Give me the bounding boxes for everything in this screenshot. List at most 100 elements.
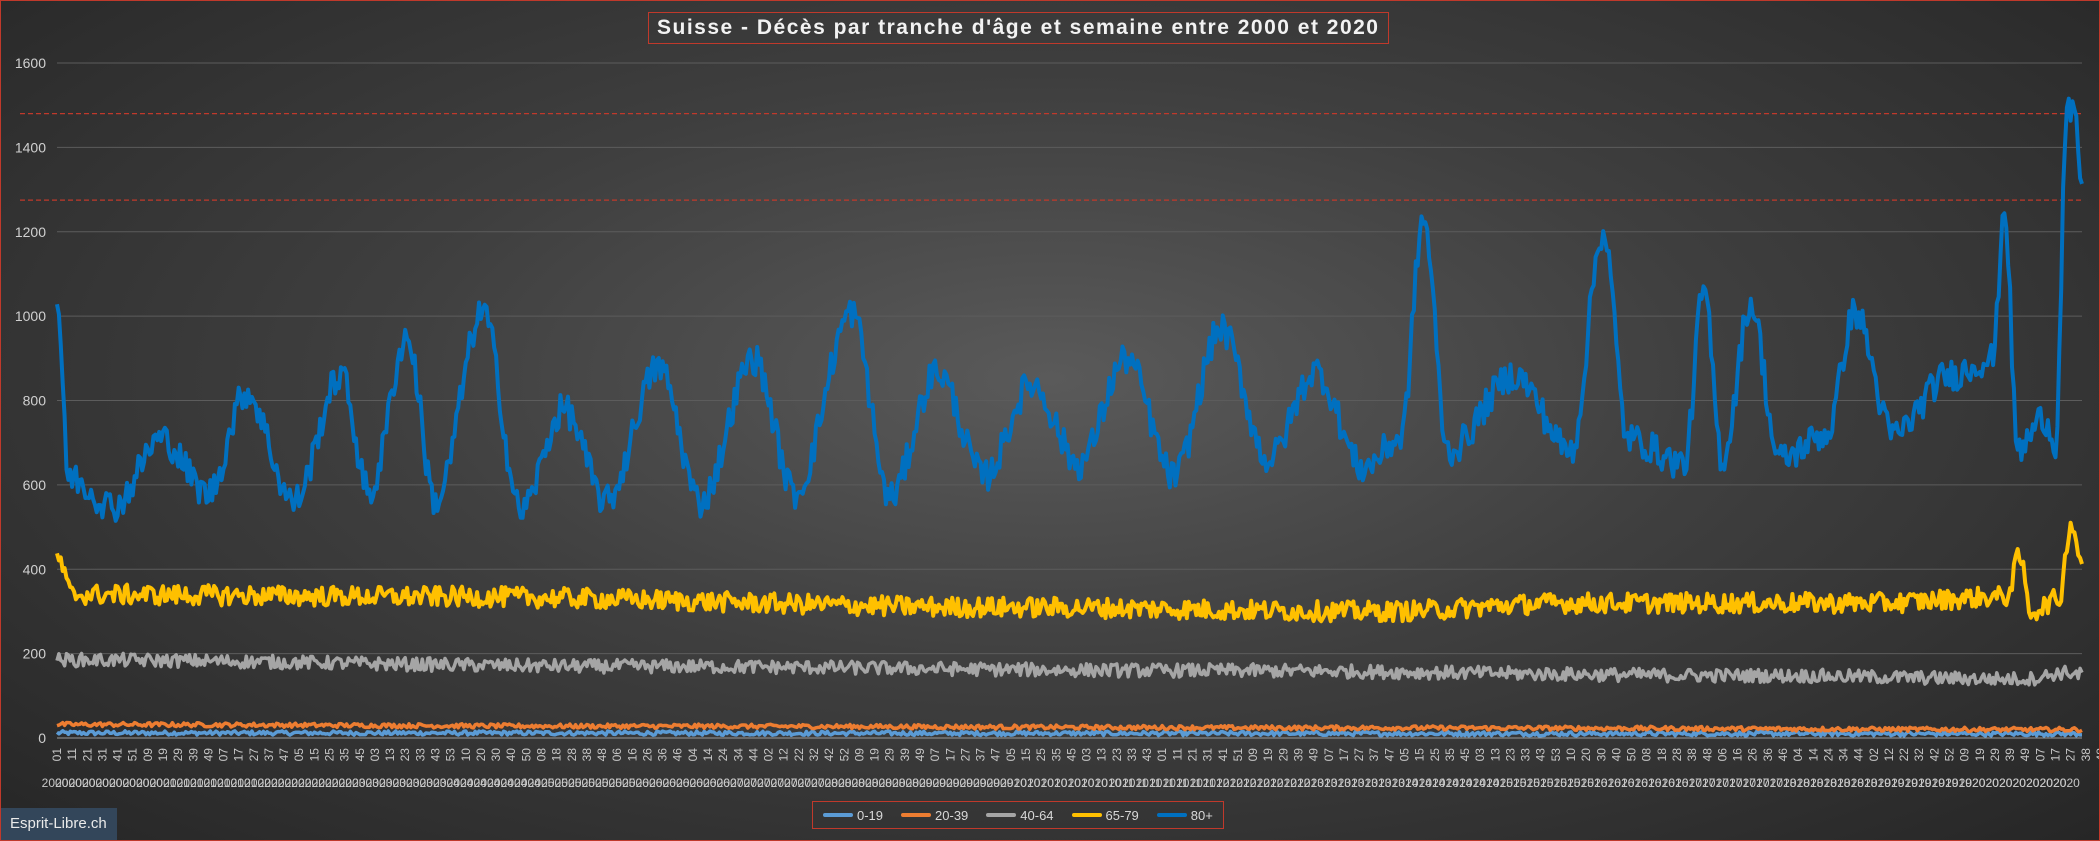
x-tick-label: 06 (1715, 748, 1729, 762)
x-tick-label: 27 (2064, 748, 2078, 762)
x-year-label: 2011 (1136, 776, 1162, 790)
legend-swatch (1071, 813, 1102, 817)
x-year-label: 2020 (1972, 776, 1999, 790)
x-tick-label: 49 (2018, 748, 2032, 762)
x-year-label: 2014 (1459, 776, 1486, 790)
x-tick-label: 47 (1382, 748, 1396, 762)
x-year-label: 2010 (1095, 776, 1122, 790)
series-line-0-19 (55, 729, 2082, 738)
x-tick-label: 22 (1897, 748, 1911, 762)
x-year-label: 2000 (136, 776, 163, 790)
legend-swatch (986, 813, 1017, 817)
x-year-label: 2005 (609, 776, 636, 790)
x-year-label: 2018 (1783, 776, 1810, 790)
x-year-label: 2004 (433, 776, 460, 790)
x-tick-label: 17 (232, 748, 246, 762)
x-tick-label: 08 (534, 748, 548, 762)
x-tick-label: 15 (307, 748, 321, 762)
x-tick-label: 11 (65, 748, 79, 761)
x-year-label: 2017 (1716, 776, 1743, 790)
x-year-label: 2012 (1203, 776, 1230, 790)
series-line-80+ (55, 96, 2084, 523)
x-tick-label: 19 (156, 748, 170, 762)
x-year-label: 2018 (1824, 776, 1851, 790)
x-year-label: 2013 (1297, 776, 1324, 790)
x-tick-label: 12 (1882, 748, 1896, 762)
x-year-label: 2002 (244, 776, 271, 790)
x-tick-label: 15 (1413, 748, 1427, 762)
x-year-label: 2007 (784, 776, 811, 790)
x-year-label: 2014 (1405, 776, 1432, 790)
x-year-label: 2003 (339, 776, 366, 790)
x-year-label: 2007 (798, 776, 825, 790)
x-tick-label: 11 (1170, 748, 1184, 761)
x-year-label: 2001 (231, 776, 258, 790)
x-year-label: 2011 (1122, 776, 1148, 790)
y-tick-label: 200 (23, 646, 47, 662)
x-year-label: 2002 (271, 776, 298, 790)
x-tick-label: 51 (126, 748, 140, 762)
x-year-label: 2001 (163, 776, 190, 790)
x-tick-label: 51 (1231, 748, 1245, 762)
x-tick-label: 13 (1095, 748, 1109, 762)
x-year-label: 2016 (1648, 776, 1675, 790)
x-tick-label: 19 (868, 748, 882, 762)
x-year-label: 2000 (55, 776, 82, 790)
x-year-label: 2000 (82, 776, 109, 790)
legend-label: 65-79 (1105, 807, 1139, 823)
x-year-label: 2007 (744, 776, 771, 790)
x-tick-label: 29 (1276, 748, 1290, 762)
x-tick-label: 16 (1731, 748, 1745, 762)
x-year-label: 2019 (1878, 776, 1905, 790)
x-tick-label: 23 (398, 748, 412, 762)
x-tick-label: 40 (504, 748, 518, 762)
x-tick-label: 44 (746, 748, 760, 762)
x-year-label: 2012 (1284, 776, 1311, 790)
x-year-label: 2015 (1500, 776, 1527, 790)
x-year-label: 2004 (447, 776, 474, 790)
x-year-label: 2001 (150, 776, 177, 790)
x-year-label: 2020 (2053, 776, 2080, 790)
y-tick-label: 600 (23, 477, 47, 493)
x-tick-label: 20 (474, 748, 488, 762)
x-year-label: 2013 (1324, 776, 1351, 790)
x-year-label: 2004 (487, 776, 514, 790)
x-tick-label: 33 (1125, 748, 1139, 762)
x-tick-label: 49 (1307, 748, 1321, 762)
x-tick-label: 31 (95, 748, 109, 762)
x-year-label: 2019 (1864, 776, 1891, 790)
x-tick-label: 05 (1004, 748, 1018, 762)
x-year-label: 2003 (352, 776, 379, 790)
x-year-label: 2018 (1797, 776, 1824, 790)
x-year-label: 2000 (42, 776, 69, 790)
x-year-label: 2009 (960, 776, 987, 790)
legend-swatch (901, 813, 932, 817)
x-year-label: 2003 (366, 776, 393, 790)
x-year-label: 2003 (393, 776, 420, 790)
reference-lines (20, 113, 2082, 201)
x-tick-label: 29 (171, 748, 185, 762)
x-year-label: 2007 (730, 776, 757, 790)
x-tick-label: 49 (913, 748, 927, 762)
legend-swatch (1156, 813, 1187, 817)
x-year-label: 2016 (1662, 776, 1689, 790)
legend-label: 80+ (1190, 807, 1213, 823)
x-year-label: 2018 (1770, 776, 1797, 790)
x-year-label: 2005 (582, 776, 609, 790)
x-tick-label: 27 (247, 748, 261, 762)
x-year-label: 2003 (420, 776, 447, 790)
x-year-label: 2011 (1163, 776, 1189, 790)
x-tick-label: 24 (1821, 748, 1835, 762)
x-year-label: 2015 (1527, 776, 1554, 790)
x-tick-label: 18 (1655, 748, 1669, 762)
x-year-label: 2013 (1311, 776, 1338, 790)
x-year-label: 2007 (717, 776, 744, 790)
x-tick-label: 16 (625, 748, 639, 762)
x-tick-label: 34 (1837, 748, 1851, 762)
x-year-label: 2017 (1675, 776, 1702, 790)
x-tick-label: 53 (444, 748, 458, 762)
x-tick-label: 36 (656, 748, 670, 762)
x-year-label: 2008 (825, 776, 852, 790)
x-year-label: 2000 (69, 776, 96, 790)
